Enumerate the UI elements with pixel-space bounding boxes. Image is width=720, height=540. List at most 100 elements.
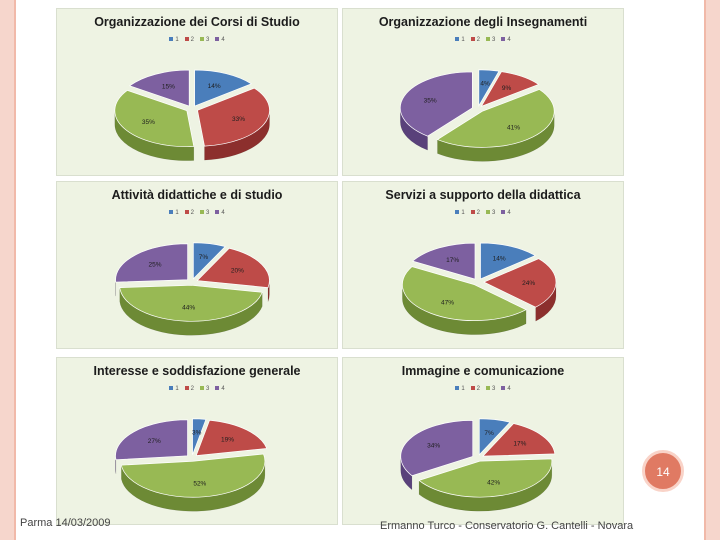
chart-title: Attività didattiche e di studio [111,188,283,202]
pie-data-label: 27% [148,438,161,445]
legend-label: 4 [221,210,225,216]
pie-slice [482,423,556,457]
legend-entry: 4 [215,210,225,216]
chart-title: Immagine e comunicazione [401,364,565,378]
chart-panel: 7% 20% 44% 25% Attività didattiche e di stud… [57,182,337,348]
legend-swatch [215,210,220,215]
pie-data-label: 34% [427,443,440,450]
slide-border-left [0,0,14,540]
legend-swatch [486,210,490,215]
legend-label: 4 [221,386,225,392]
pie-data-label: 47% [441,299,454,306]
legend-label: 1 [461,210,465,216]
pie-slice [115,419,188,461]
legend-swatch [169,37,174,42]
legend-swatch [501,210,506,215]
legend-swatch [200,37,204,42]
legend-swatch [215,37,220,42]
legend-entry: 3 [200,210,209,216]
pie-data-label: 7% [199,254,209,261]
legend-swatch [470,37,475,42]
legend-label: 2 [476,386,480,392]
legend-swatch [501,37,506,42]
pie-slice [114,89,195,148]
pie-slice [115,243,188,283]
pie-chart: 7% 17% 42% 34% [400,418,556,512]
pie-slice [400,420,474,477]
slide-border-right-accent [704,0,706,540]
pie-data-label: 33% [232,116,245,123]
legend-swatch [184,37,189,42]
legend-entry: 2 [184,37,194,43]
legend-swatch [455,37,460,42]
legend-entry: 1 [455,386,465,392]
chart-title: Servizi a supporto della didattica [385,188,581,202]
pie-data-label: 42% [487,479,500,486]
pie-slice [418,458,553,498]
page-number-badge: 14 [642,450,684,492]
legend-entry: 4 [215,37,225,43]
pie-data-label: 24% [522,280,535,287]
chart-title: Organizzazione degli Insegnamenti [378,15,588,29]
legend-entry: 3 [486,210,495,216]
legend-label: 1 [175,210,179,216]
legend-entry: 3 [200,386,209,392]
legend-swatch [486,37,490,42]
pie-data-label: 20% [231,268,244,275]
legend-label: 4 [221,37,225,43]
pie-slice [119,284,263,322]
pie-chart: 14% 33% 35% 15% [114,69,270,161]
legend-label: 3 [492,386,496,392]
legend-label: 2 [476,37,480,43]
pie-slice [478,69,500,108]
pie-slice [402,266,527,321]
legend-entry: 4 [501,37,511,43]
pie-slice [480,71,540,107]
legend-swatch [470,386,475,391]
pie-slice [193,242,226,280]
pie-data-label: 4% [480,81,490,88]
chart-panel: 14% 33% 35% 15% Organizzazione dei Corsi di … [57,9,337,175]
legend-label: 2 [190,386,194,392]
legend-swatch [501,386,506,391]
pie-data-label: 25% [149,261,162,268]
legend-label: 1 [461,386,465,392]
legend-entry: 3 [486,37,495,43]
pie-chart: 3% 19% 52% 27% [115,418,268,512]
pie-chart: 4% 9% 41% 35% [400,69,555,162]
legend-entry: 2 [470,386,480,392]
legend-label: 2 [476,210,480,216]
legend-swatch [470,210,475,215]
legend-entry: 1 [455,37,465,43]
slide-border-left-accent [14,0,16,540]
legend-swatch [169,210,174,215]
pie-data-label: 15% [162,83,175,90]
pie-slice [120,453,266,498]
pie-data-label: 3% [192,429,202,436]
pie-slice [194,69,253,107]
legend-entry: 3 [486,386,495,392]
legend-label: 3 [206,386,210,392]
legend-swatch [200,210,204,215]
chart-legend: 1 2 3 4 [343,386,623,392]
pie-slice [483,258,557,308]
pie-chart: 14% 24% 47% 17% [402,242,557,335]
legend-entry: 2 [470,210,480,216]
pie-data-label: 14% [208,83,221,90]
footer-date: Parma 14/03/2009 [20,517,111,529]
legend-label: 1 [175,37,179,43]
pie-data-label: 17% [446,257,459,264]
pie-slice [192,418,207,455]
legend-entry: 4 [501,386,511,392]
legend-entry: 1 [169,37,179,43]
legend-label: 1 [461,37,465,43]
pie-data-label: 14% [493,256,506,263]
legend-label: 4 [507,386,511,392]
pie-slice [400,71,473,137]
legend-entry: 4 [215,386,225,392]
pie-chart: 7% 20% 44% 25% [115,242,270,336]
chart-legend: 1 2 3 4 [57,37,337,43]
chart-title: Interesse e soddisfazione generale [93,364,301,378]
legend-entry: 3 [200,37,209,43]
legend-swatch [455,210,460,215]
